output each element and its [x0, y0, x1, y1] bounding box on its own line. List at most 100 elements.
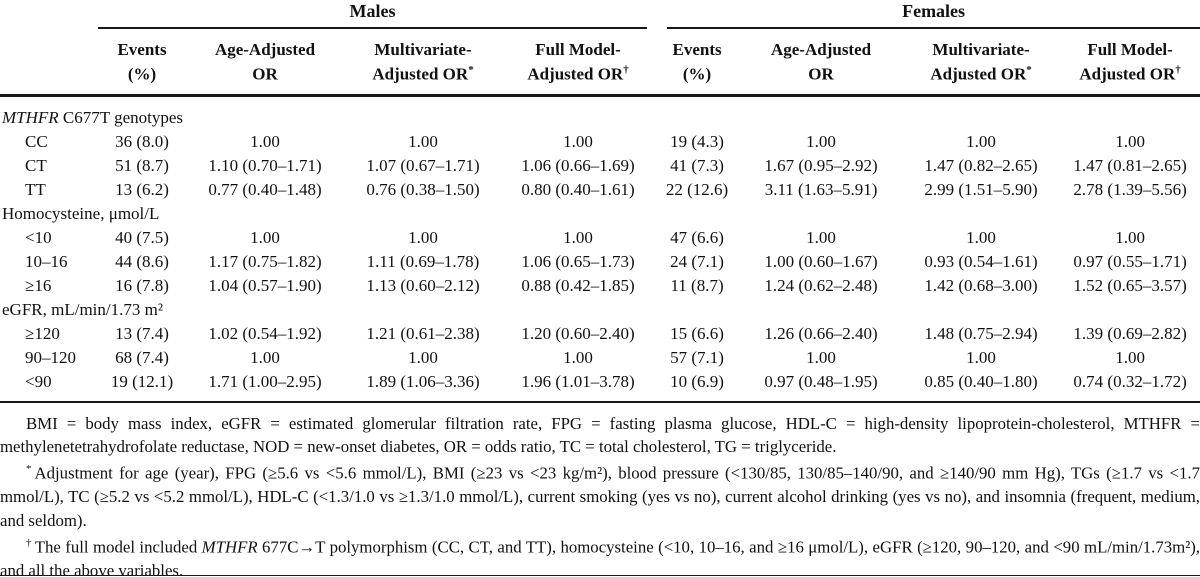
table-row-hcy-ge16: ≥16 16 (7.8) 1.04 (0.57–1.90) 1.13 (0.60…: [0, 274, 1200, 298]
table-cell: 3.11 (1.63–5.91): [764, 179, 878, 199]
table-cell: 1.47 (0.81–2.65): [1073, 155, 1187, 175]
column-header-row: Events (%) Age-Adjusted OR Multivariate-…: [0, 29, 1200, 97]
table-row-tt: TT 13 (6.2) 0.77 (0.40–1.48) 0.76 (0.38–…: [0, 178, 1200, 202]
females-multivariate-header: Multivariate- Adjusted OR*: [902, 29, 1061, 97]
row-stub: ≥120: [25, 323, 60, 343]
table-row-hcy-10-16: 10–16 44 (8.6) 1.17 (0.75–1.82) 1.11 (0.…: [0, 250, 1200, 274]
table-cell: 0.85 (0.40–1.80): [924, 371, 1038, 391]
table-cell: 16 (7.8): [115, 275, 169, 295]
table-cell: 1.00: [966, 347, 996, 367]
section-header-row-homocysteine: Homocysteine, μmol/L: [0, 202, 1200, 226]
table-cell: 2.78 (1.39–5.56): [1073, 179, 1187, 199]
table-cell: 1.21 (0.61–2.38): [366, 323, 480, 343]
table-cell: 1.11 (0.69–1.78): [366, 251, 480, 271]
section-header-row-egfr: eGFR, mL/min/1.73 m²: [0, 298, 1200, 322]
table-cell: 41 (7.3): [670, 155, 724, 175]
table-cell: 15 (6.6): [670, 323, 724, 343]
table-cell: 24 (7.1): [670, 251, 724, 271]
dagger-marker: †: [26, 537, 32, 550]
table-cell: 0.97 (0.55–1.71): [1073, 251, 1187, 271]
males-multivariate-header: Multivariate- Adjusted OR*: [344, 29, 502, 97]
row-stub: CT: [25, 155, 47, 175]
table-cell: 1.00: [563, 131, 593, 151]
table-cell: 1.89 (1.06–3.36): [366, 371, 480, 391]
table-cell: 1.00: [408, 347, 438, 367]
table-cell: 1.00: [563, 347, 593, 367]
table-cell: 0.74 (0.32–1.72): [1073, 371, 1187, 391]
females-group-label: Females: [667, 0, 1200, 29]
table-cell: 57 (7.1): [670, 347, 724, 367]
table-cell: 1.39 (0.69–2.82): [1073, 323, 1187, 343]
table-cell: 1.26 (0.66–2.40): [764, 323, 878, 343]
table-row-egfr-ge120: ≥120 13 (7.4) 1.02 (0.54–1.92) 1.21 (0.6…: [0, 322, 1200, 346]
females-full-model-header: Full Model- Adjusted OR†: [1060, 29, 1200, 97]
table-cell: 1.06 (0.65–1.73): [521, 251, 635, 271]
table-cell: 1.24 (0.62–2.48): [764, 275, 878, 295]
row-stub: <10: [25, 227, 52, 247]
table-cell: 1.13 (0.60–2.12): [366, 275, 480, 295]
table-cell: 10 (6.9): [670, 371, 724, 391]
table-cell: 19 (4.3): [670, 131, 724, 151]
bottom-rule: [0, 575, 1200, 576]
asterisk-marker: *: [26, 463, 32, 476]
table-row-ct: CT 51 (8.7) 1.10 (0.70–1.71) 1.07 (0.67–…: [0, 154, 1200, 178]
males-events-header: Events (%): [98, 29, 186, 97]
table-cell: 1.42 (0.68–3.00): [924, 275, 1038, 295]
row-stub: CC: [25, 131, 48, 151]
table-cell: 1.10 (0.70–1.71): [208, 155, 322, 175]
table-cell: 1.06 (0.66–1.69): [521, 155, 635, 175]
footnote-abbreviations: BMI = body mass index, eGFR = estimated …: [0, 413, 1200, 457]
table-cell: 0.88 (0.42–1.85): [521, 275, 635, 295]
table-cell: 0.76 (0.38–1.50): [366, 179, 480, 199]
footnote-dagger: † The full model included MTHFR 677C→T po…: [0, 537, 1200, 577]
results-table: Males Females Events (%) Age-Adjusted OR…: [0, 0, 1200, 403]
row-stub: <90: [25, 371, 52, 391]
table-cell: 1.00: [806, 131, 836, 151]
females-group-header: Females: [654, 0, 1200, 29]
section-label-genotypes: MTHFR C677T genotypes: [2, 107, 184, 127]
table-cell: 1.00: [966, 227, 996, 247]
table-cell: 1.00: [408, 131, 438, 151]
table-cell: 0.77 (0.40–1.48): [208, 179, 322, 199]
table-cell: 13 (7.4): [115, 323, 169, 343]
table-cell: 1.00: [1115, 131, 1145, 151]
table-cell: 68 (7.4): [115, 347, 169, 367]
table-cell: 47 (6.6): [670, 227, 724, 247]
row-stub: 10–16: [25, 251, 68, 271]
females-events-header: Events (%): [654, 29, 741, 97]
footnote-star: * Adjustment for age (year), FPG (≥5.6 vs…: [0, 463, 1200, 530]
table-row-egfr-lt90: <90 19 (12.1) 1.71 (1.00–2.95) 1.89 (1.0…: [0, 370, 1200, 402]
table-cell: 1.00: [563, 227, 593, 247]
table-cell: 1.00 (0.60–1.67): [764, 251, 878, 271]
table-cell: 22 (12.6): [665, 179, 729, 199]
table-cell: 1.00: [806, 347, 836, 367]
table-cell: 2.99 (1.51–5.90): [924, 179, 1038, 199]
table-cell: 1.48 (0.75–2.94): [924, 323, 1038, 343]
females-age-adjusted-header: Age-Adjusted OR: [740, 29, 903, 97]
table-cell: 1.96 (1.01–3.78): [521, 371, 635, 391]
table-cell: 19 (12.1): [110, 371, 174, 391]
table-cell: 11 (8.7): [670, 275, 724, 295]
table-cell: 1.71 (1.00–2.95): [208, 371, 322, 391]
table-row-cc: CC 36 (8.0) 1.00 1.00 1.00 19 (4.3) 1.00…: [0, 130, 1200, 154]
table-cell: 1.52 (0.65–3.57): [1073, 275, 1187, 295]
stub-column-header: [0, 29, 98, 97]
section-label-egfr: eGFR, mL/min/1.73 m²: [2, 299, 163, 319]
stub-header-blank: [0, 0, 98, 29]
table-cell: 51 (8.7): [115, 155, 169, 175]
table-cell: 1.47 (0.82–2.65): [924, 155, 1038, 175]
males-age-adjusted-header: Age-Adjusted OR: [186, 29, 344, 97]
table-cell: 36 (8.0): [115, 131, 169, 151]
table-cell: 1.02 (0.54–1.92): [208, 323, 322, 343]
table-cell: 44 (8.6): [115, 251, 169, 271]
footnotes: BMI = body mass index, eGFR = estimated …: [0, 412, 1200, 577]
table-cell: 1.20 (0.60–2.40): [521, 323, 635, 343]
table-row-hcy-lt10: <10 40 (7.5) 1.00 1.00 1.00 47 (6.6) 1.0…: [0, 226, 1200, 250]
table-cell: 1.00: [250, 347, 280, 367]
table-cell: 1.00: [408, 227, 438, 247]
table-cell: 0.93 (0.54–1.61): [924, 251, 1038, 271]
row-stub: TT: [25, 179, 46, 199]
table-cell: 1.67 (0.95–2.92): [764, 155, 878, 175]
section-header-row-genotypes: MTHFR C677T genotypes: [0, 95, 1200, 130]
